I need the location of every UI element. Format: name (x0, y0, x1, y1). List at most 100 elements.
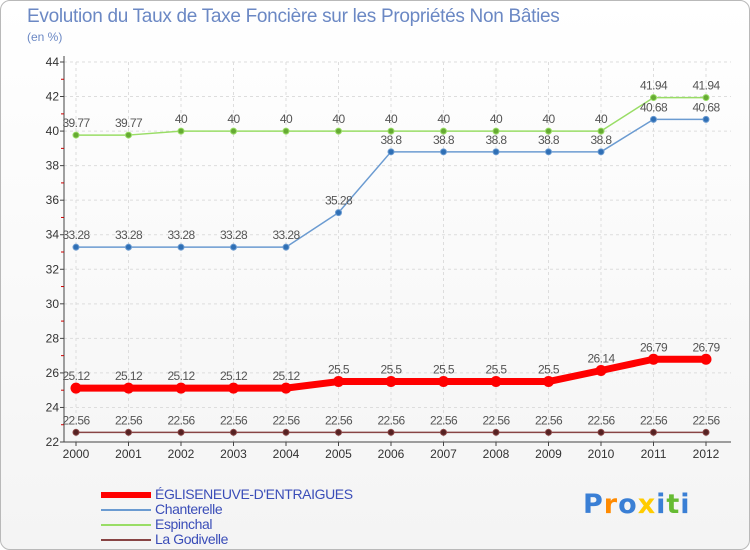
legend-label: ÉGLISENEUVE-D'ENTRAIGUES (155, 486, 353, 502)
data-point (230, 127, 237, 135)
data-label: 38.8 (538, 133, 560, 147)
y-tick-label: 24 (46, 400, 60, 414)
x-tick-label: 2003 (220, 447, 247, 461)
data-point (545, 148, 552, 156)
data-label: 25.5 (328, 363, 350, 377)
x-tick-label: 2007 (430, 447, 457, 461)
data-label: 40 (280, 112, 293, 126)
y-tick-label: 32 (46, 262, 60, 276)
data-label: 40 (595, 112, 608, 126)
data-label: 22.56 (272, 413, 300, 427)
data-label: 25.5 (433, 363, 455, 377)
logo-letter: x (637, 489, 657, 520)
x-tick-label: 2000 (63, 447, 90, 461)
data-point (595, 364, 607, 376)
data-point (72, 428, 80, 436)
data-point (125, 131, 132, 139)
legend-swatch (101, 509, 151, 511)
data-label: 26.79 (692, 340, 720, 354)
data-point (177, 428, 185, 436)
data-label: 25.12 (272, 369, 300, 383)
data-point (72, 131, 80, 139)
data-label: 38.8 (433, 133, 455, 147)
x-tick-label: 2005 (325, 447, 352, 461)
data-point (492, 428, 500, 436)
data-point (333, 376, 344, 388)
data-point (125, 243, 132, 251)
data-point (648, 353, 659, 365)
x-tick-label: 2002 (168, 447, 195, 461)
data-point (175, 382, 187, 394)
data-point (123, 382, 134, 394)
data-label: 39.77 (62, 116, 90, 130)
data-label: 41.94 (640, 79, 668, 93)
data-point (545, 428, 552, 436)
x-tick-label: 2012 (693, 447, 720, 461)
data-point (440, 148, 447, 156)
data-point (387, 127, 395, 135)
y-tick-label: 28 (46, 331, 60, 345)
data-label: 40 (542, 112, 555, 126)
data-point (387, 428, 395, 436)
legend-label: La Godivelle (155, 531, 229, 547)
data-point (543, 376, 554, 388)
data-point (177, 127, 185, 135)
data-label: 25.12 (220, 369, 248, 383)
y-tick-label: 22 (46, 435, 60, 449)
chart-title: Evolution du Taux de Taxe Foncière sur l… (27, 6, 560, 27)
data-label: 22.56 (325, 413, 353, 427)
data-label: 22.56 (482, 413, 510, 427)
logo-letter: t (666, 489, 681, 520)
data-label: 33.28 (62, 228, 90, 242)
data-label: 38.8 (591, 133, 613, 147)
data-label: 22.56 (62, 413, 90, 427)
data-label: 25.5 (486, 363, 508, 377)
data-label: 22.56 (535, 413, 563, 427)
data-label: 22.56 (430, 413, 458, 427)
data-label: 35.28 (325, 194, 353, 208)
logo-letter: i (680, 489, 691, 520)
legend-label: Espinchal (155, 516, 213, 532)
data-label: 25.5 (381, 363, 403, 377)
data-point (490, 376, 502, 388)
x-tick-label: 2010 (588, 447, 615, 461)
data-point (440, 127, 447, 135)
data-point (440, 428, 447, 436)
data-point (230, 243, 237, 251)
logo-letter: P (583, 489, 604, 520)
data-label: 38.8 (381, 133, 403, 147)
data-point (335, 127, 342, 135)
data-point (700, 353, 712, 365)
x-tick-label: 2009 (535, 447, 562, 461)
y-tick-label: 26 (46, 366, 60, 380)
data-label: 40 (175, 112, 188, 126)
data-point (702, 94, 710, 102)
chart-unit-label: (en %) (27, 30, 63, 44)
x-tick-label: 2001 (115, 447, 142, 461)
data-label: 40 (332, 112, 345, 126)
x-tick-label: 2008 (483, 447, 510, 461)
data-point (385, 376, 397, 388)
data-label: 38.8 (486, 133, 508, 147)
legend-swatch (101, 492, 151, 498)
data-label: 33.28 (115, 228, 143, 242)
data-point (282, 127, 290, 135)
data-point (335, 209, 342, 217)
logo-letter: o (618, 489, 638, 520)
legend-label: Chanterelle (155, 501, 223, 517)
data-point (650, 94, 657, 102)
y-tick-label: 42 (46, 90, 60, 104)
data-label: 26.14 (587, 351, 615, 365)
legend-swatch (101, 524, 151, 526)
data-label: 25.5 (538, 363, 560, 377)
data-label: 22.56 (220, 413, 248, 427)
data-point (650, 115, 657, 123)
data-point (125, 428, 132, 436)
y-tick-label: 34 (46, 228, 60, 242)
data-point (702, 428, 710, 436)
data-point (387, 148, 395, 156)
data-label: 40 (490, 112, 503, 126)
data-label: 33.28 (167, 228, 195, 242)
y-tick-label: 44 (46, 55, 60, 69)
